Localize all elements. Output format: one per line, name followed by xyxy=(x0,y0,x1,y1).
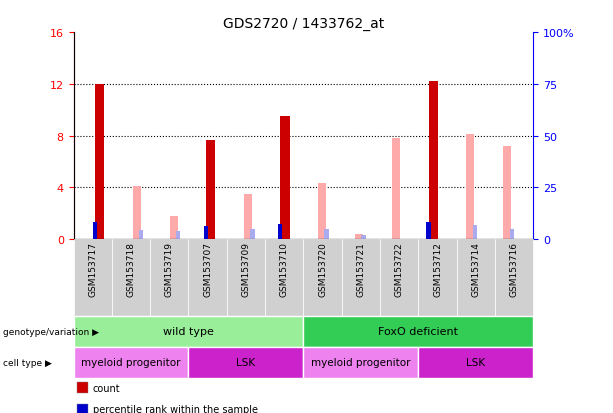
Bar xyxy=(392,139,400,240)
Bar xyxy=(278,224,283,240)
Text: cell type ▶: cell type ▶ xyxy=(3,358,52,367)
Text: GSM153719: GSM153719 xyxy=(165,242,174,297)
Bar xyxy=(206,140,215,240)
Bar xyxy=(503,147,511,240)
Text: GSM153707: GSM153707 xyxy=(203,242,212,297)
Bar xyxy=(318,184,326,240)
Bar xyxy=(280,117,289,240)
Text: percentile rank within the sample: percentile rank within the sample xyxy=(93,404,257,413)
Text: FoxO deficient: FoxO deficient xyxy=(378,326,459,337)
Bar xyxy=(176,232,180,240)
Bar xyxy=(509,229,514,240)
Text: GSM153709: GSM153709 xyxy=(242,242,251,297)
Text: GSM153717: GSM153717 xyxy=(88,242,97,297)
Text: GSM153714: GSM153714 xyxy=(471,242,481,297)
Bar xyxy=(170,216,178,240)
Text: GSM153718: GSM153718 xyxy=(126,242,135,297)
Bar xyxy=(95,85,104,240)
Text: GSM153720: GSM153720 xyxy=(318,242,327,297)
Bar xyxy=(427,223,431,240)
Bar xyxy=(361,235,366,240)
Text: genotype/variation ▶: genotype/variation ▶ xyxy=(3,327,99,336)
Bar xyxy=(466,135,474,240)
Text: GSM153722: GSM153722 xyxy=(395,242,404,296)
Bar xyxy=(250,230,254,240)
Text: myeloid progenitor: myeloid progenitor xyxy=(311,357,411,368)
Text: GSM153721: GSM153721 xyxy=(356,242,365,297)
Bar xyxy=(324,230,329,240)
Text: GSM153712: GSM153712 xyxy=(433,242,442,297)
Bar xyxy=(355,235,363,240)
Bar xyxy=(244,195,252,240)
Bar xyxy=(132,187,140,240)
Text: GSM153710: GSM153710 xyxy=(280,242,289,297)
Title: GDS2720 / 1433762_at: GDS2720 / 1433762_at xyxy=(223,17,384,31)
Bar xyxy=(204,226,208,240)
Bar xyxy=(93,223,97,240)
Text: count: count xyxy=(93,383,120,393)
Text: LSK: LSK xyxy=(237,357,256,368)
Text: LSK: LSK xyxy=(466,357,485,368)
Bar xyxy=(139,230,143,240)
Bar xyxy=(428,82,438,240)
Text: wild type: wild type xyxy=(163,326,214,337)
Bar xyxy=(473,225,477,240)
Text: myeloid progenitor: myeloid progenitor xyxy=(82,357,181,368)
Text: GSM153716: GSM153716 xyxy=(509,242,519,297)
